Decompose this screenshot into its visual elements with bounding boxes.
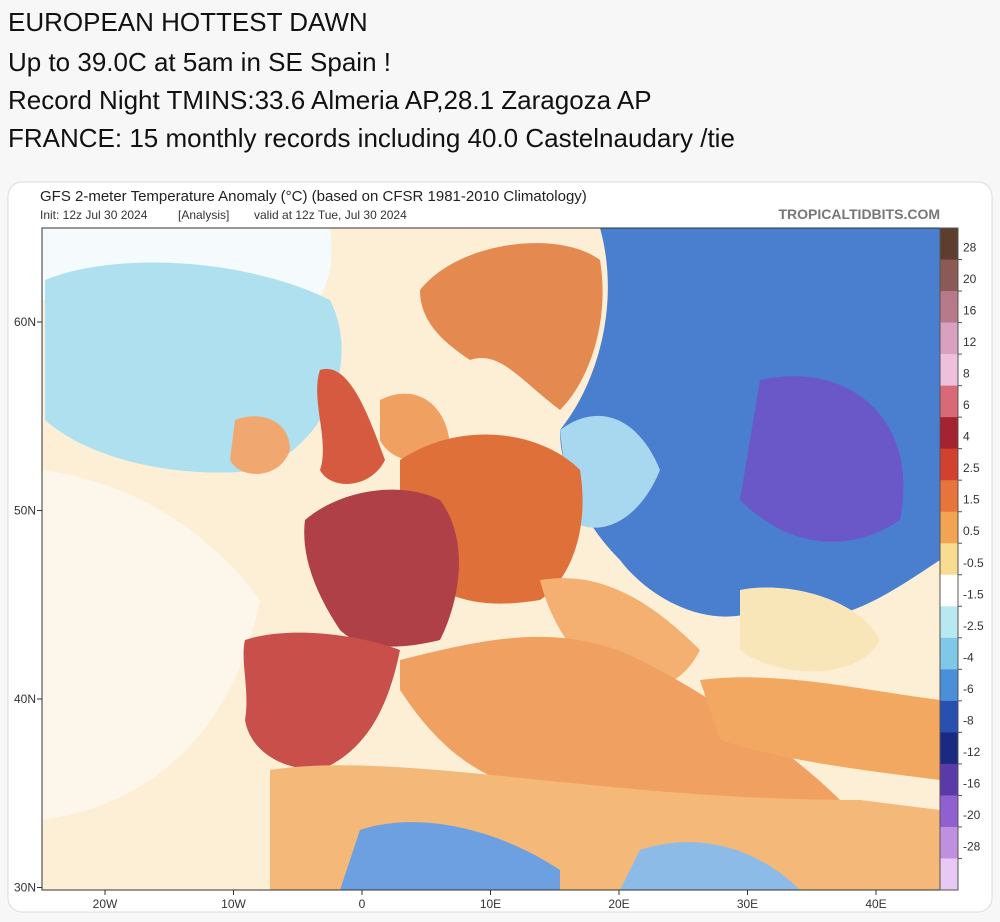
- colorbar-bin: [940, 511, 958, 544]
- lon-label: 20E: [608, 897, 629, 911]
- colorbar-label: 28: [963, 241, 977, 255]
- colorbar-label: 0.5: [963, 524, 980, 538]
- lon-label: 10W: [221, 897, 246, 911]
- colorbar-bin: [940, 259, 958, 292]
- colorbar-label: 16: [963, 304, 977, 318]
- colorbar-label: -8: [963, 713, 974, 727]
- colorbar-bin: [940, 795, 958, 828]
- colorbar-label: -1.5: [963, 587, 984, 601]
- lat-label: 50N: [14, 504, 36, 518]
- source: TROPICALTIDBITS.COM: [778, 206, 940, 222]
- post-line: FRANCE: 15 monthly records including 40.…: [8, 123, 735, 153]
- lat-label: 60N: [14, 315, 36, 329]
- colorbar-bin: [940, 291, 958, 324]
- lon-label: 40E: [865, 897, 886, 911]
- colorbar-bin: [940, 228, 958, 261]
- colorbar-bin: [940, 637, 958, 670]
- colorbar-label: -6: [963, 682, 974, 696]
- map: [42, 228, 940, 890]
- colorbar-bin: [940, 763, 958, 796]
- analysis: [Analysis]: [178, 208, 229, 222]
- colorbar-label: -2.5: [963, 619, 984, 633]
- colorbar-bin: [940, 858, 958, 891]
- colorbar-bin: [940, 480, 958, 513]
- colorbar-label: 2.5: [963, 461, 980, 475]
- colorbar-bin: [940, 574, 958, 607]
- colorbar-label: 20: [963, 272, 977, 286]
- colorbar-bin: [940, 732, 958, 765]
- colorbar-bin: [940, 543, 958, 576]
- colorbar-bin: [940, 826, 958, 859]
- colorbar-label: -12: [963, 745, 981, 759]
- lat-label: 40N: [14, 692, 36, 706]
- colorbar-bin: [940, 606, 958, 639]
- colorbar-bin: [940, 385, 958, 418]
- post-line: Record Night TMINS:33.6 Almeria AP,28.1 …: [8, 85, 652, 115]
- colorbar-label: -4: [963, 650, 974, 664]
- colorbar-frame: [939, 227, 959, 891]
- colorbar-label: -16: [963, 776, 981, 790]
- lon-label: 20W: [93, 897, 118, 911]
- colorbar-label: -0.5: [963, 556, 984, 570]
- map-title: GFS 2-meter Temperature Anomaly (°C) (ba…: [40, 188, 587, 205]
- post-line: Up to 39.0C at 5am in SE Spain !: [8, 47, 391, 77]
- colorbar-label: -20: [963, 808, 981, 822]
- post-line: EUROPEAN HOTTEST DAWN: [8, 7, 368, 37]
- colorbar-bin: [940, 448, 958, 481]
- colorbar-bin: [940, 700, 958, 733]
- lat-label: 30N: [14, 881, 36, 895]
- colorbar-bin: [940, 322, 958, 355]
- lon-label: 10E: [480, 897, 501, 911]
- colorbar-label: 6: [963, 398, 970, 412]
- colorbar-label: 8: [963, 367, 970, 381]
- valid: valid at 12z Tue, Jul 30 2024: [254, 208, 407, 222]
- init: Init: 12z Jul 30 2024: [40, 208, 148, 222]
- colorbar-bin: [940, 417, 958, 450]
- colorbar-bin: [940, 354, 958, 387]
- lon-label: 0: [359, 897, 366, 911]
- colorbar-bin: [940, 669, 958, 702]
- colorbar-label: 4: [963, 430, 970, 444]
- lon-label: 30E: [737, 897, 758, 911]
- colorbar-label: 1.5: [963, 493, 980, 507]
- colorbar-label: -28: [963, 839, 981, 853]
- colorbar-label: 12: [963, 335, 977, 349]
